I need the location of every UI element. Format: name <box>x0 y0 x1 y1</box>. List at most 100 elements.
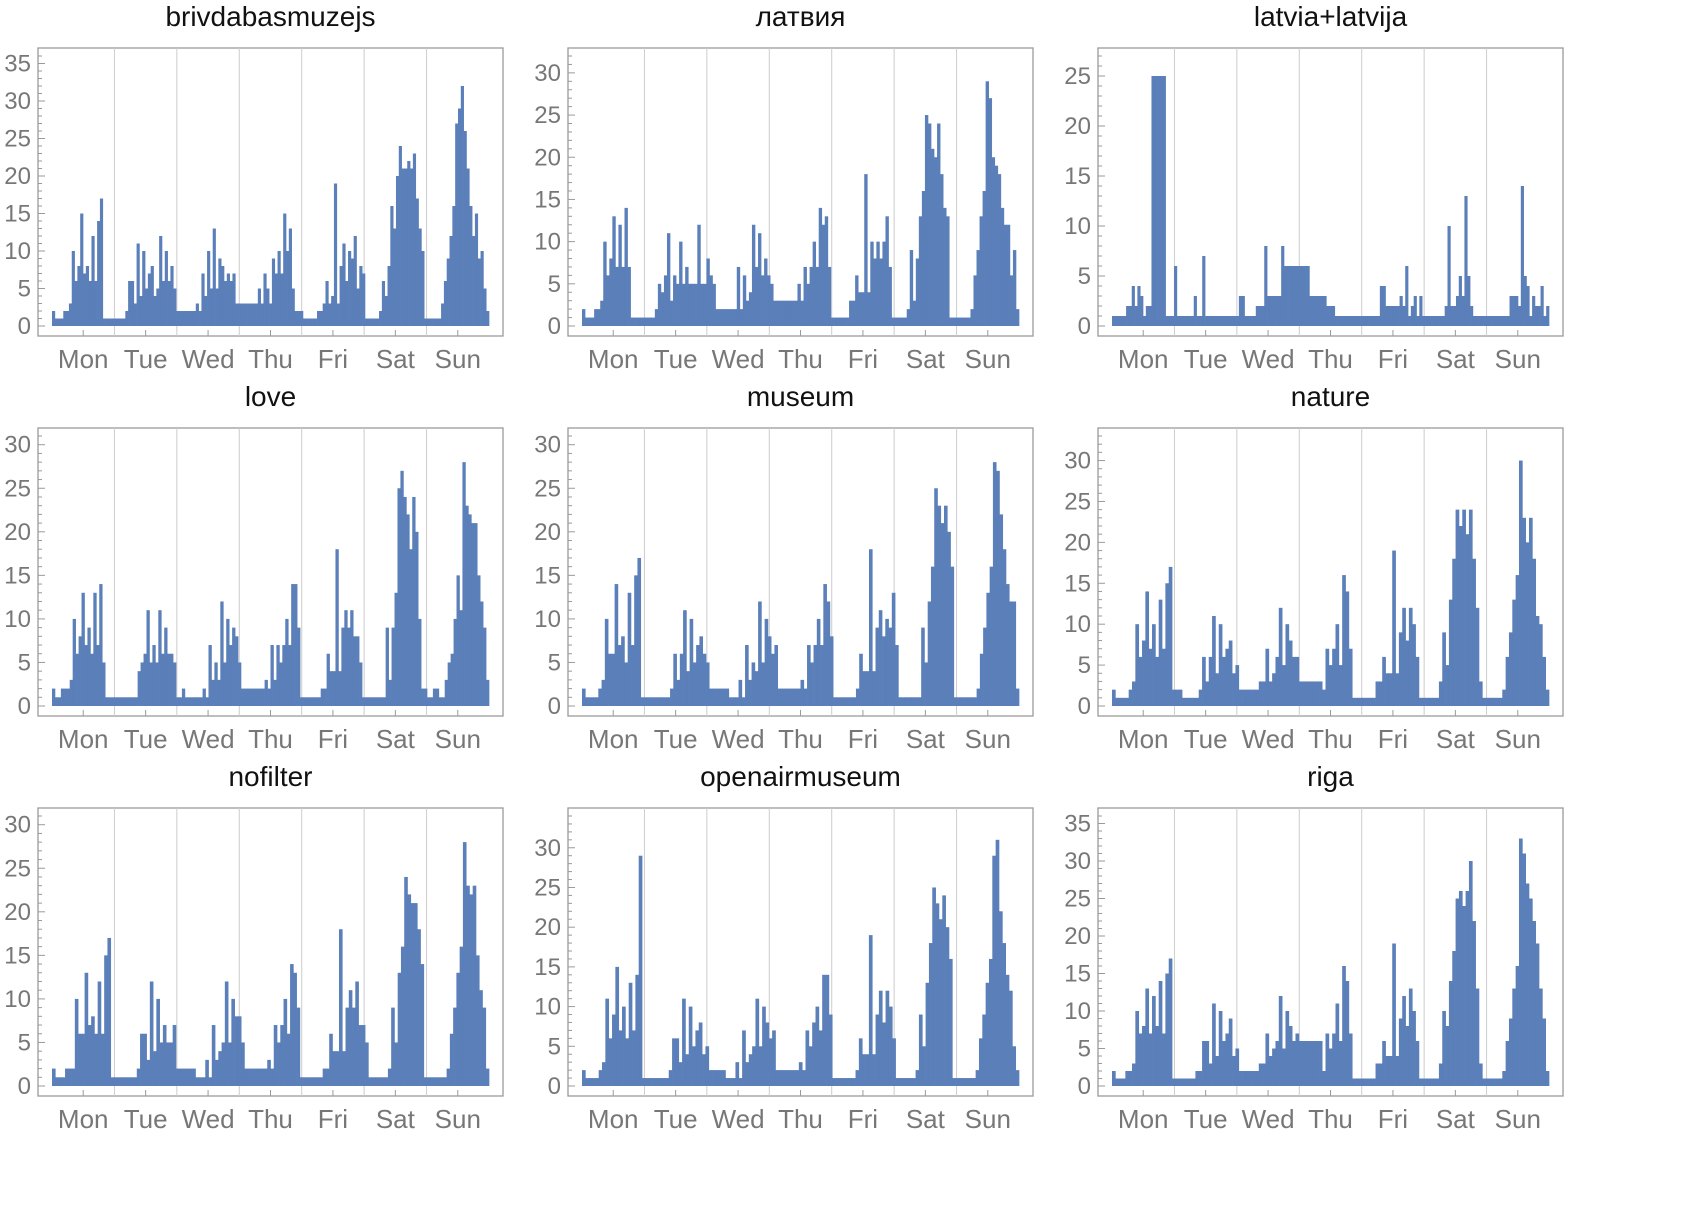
bar <box>1405 266 1409 326</box>
bar <box>1331 306 1336 326</box>
bar <box>985 982 990 1086</box>
bar <box>1448 599 1453 706</box>
bar <box>153 296 157 326</box>
bar <box>1232 673 1236 706</box>
bar <box>94 1033 99 1086</box>
bar <box>650 697 655 706</box>
bar <box>780 688 785 706</box>
bar <box>175 1068 180 1086</box>
bar <box>468 514 472 706</box>
bar <box>69 679 74 706</box>
bar <box>329 671 333 706</box>
x-tick-label: Sat <box>906 724 946 754</box>
bar <box>633 317 637 326</box>
bar <box>61 1077 66 1086</box>
bar <box>1171 316 1175 326</box>
bar <box>299 1077 304 1086</box>
bar <box>305 697 310 706</box>
bar <box>429 697 434 706</box>
bar <box>1002 943 1007 1086</box>
y-tick-label: 30 <box>534 835 561 862</box>
bar <box>1402 607 1406 706</box>
bar <box>767 636 772 706</box>
bar <box>859 653 863 706</box>
bar <box>218 258 222 326</box>
bar <box>280 273 284 326</box>
bar <box>662 1078 666 1086</box>
y-tick-label: 10 <box>534 229 561 256</box>
bar <box>199 697 203 706</box>
bar <box>855 1070 860 1086</box>
bar <box>1357 316 1361 326</box>
bar <box>479 990 483 1086</box>
bar <box>379 697 384 706</box>
bar <box>1432 697 1436 706</box>
bar <box>1495 316 1499 326</box>
bar <box>1268 681 1273 706</box>
bar <box>1408 988 1413 1086</box>
bar <box>855 275 859 326</box>
bar <box>398 146 402 326</box>
bar <box>1512 296 1516 326</box>
chart-title: riga <box>1307 761 1354 792</box>
bar <box>309 1077 314 1086</box>
bar <box>215 288 219 326</box>
bar <box>806 283 810 326</box>
x-tick-label: Sat <box>376 1104 416 1134</box>
bar <box>338 929 343 1086</box>
bar <box>702 653 707 706</box>
x-tick-label: Mon <box>1118 724 1169 754</box>
bar <box>1015 688 1020 706</box>
bar <box>271 258 276 326</box>
bar <box>698 1022 703 1086</box>
bar <box>1252 689 1256 706</box>
bar <box>900 317 905 326</box>
bar <box>595 697 599 706</box>
bar <box>663 697 668 706</box>
bar <box>839 697 844 706</box>
bar <box>1392 943 1396 1086</box>
bar <box>754 671 759 706</box>
bar <box>270 1068 275 1086</box>
bar <box>394 1042 399 1086</box>
bar <box>892 1038 896 1086</box>
bar <box>902 1078 906 1086</box>
bar <box>111 318 115 326</box>
bar <box>712 1070 716 1086</box>
chart-panel-2: латвия Mon Tue Wed Thu Fri Sat Sun 0 5 10 15 20 25 30 <box>530 0 1070 380</box>
bar <box>1292 656 1296 706</box>
y-tick-label: 30 <box>1064 448 1091 475</box>
bar <box>237 1016 242 1086</box>
bar <box>1465 891 1470 1086</box>
y-tick-label: 0 <box>548 693 561 720</box>
bar <box>758 233 762 326</box>
bar <box>1445 665 1450 706</box>
y-tick-label: 10 <box>534 994 561 1021</box>
bar <box>1175 1078 1180 1086</box>
bar <box>615 266 619 326</box>
bar <box>995 839 1000 1086</box>
bar <box>1447 226 1451 326</box>
bar <box>655 1078 660 1086</box>
bar <box>1348 1033 1353 1086</box>
x-tick-label: Fri <box>848 344 878 374</box>
bar <box>708 1070 713 1086</box>
bar <box>443 1077 447 1086</box>
bars <box>52 462 490 706</box>
x-tick-label: Sat <box>1436 344 1476 374</box>
bar <box>679 653 684 706</box>
bar <box>1486 316 1491 326</box>
bar <box>111 697 115 706</box>
bar <box>353 236 357 326</box>
bar <box>252 688 257 706</box>
bar <box>264 679 268 706</box>
bar <box>624 662 629 706</box>
bar <box>364 318 369 326</box>
bar <box>429 318 433 326</box>
bar <box>1396 306 1400 326</box>
bar <box>407 161 411 326</box>
x-tick-label: Mon <box>588 344 639 374</box>
bar <box>963 697 968 706</box>
bar <box>1222 656 1226 706</box>
chart-title: латвия <box>756 1 846 32</box>
